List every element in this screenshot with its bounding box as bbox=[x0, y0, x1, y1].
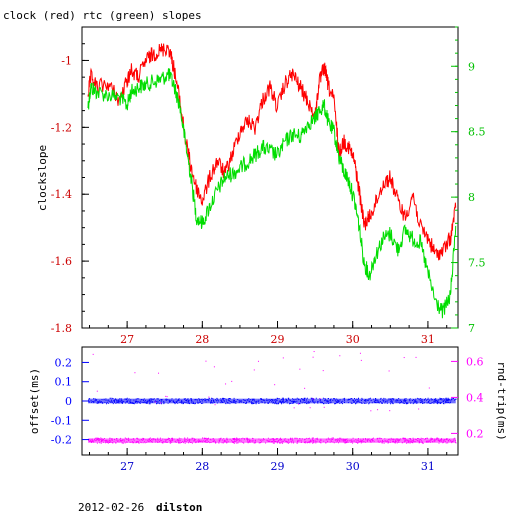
bottom-y-tick-label: 0 bbox=[65, 395, 72, 408]
top-y2-tick-label: 9 bbox=[468, 60, 475, 73]
rnd-trip-outlier bbox=[225, 383, 227, 385]
top-y2-tick-label: 7.5 bbox=[468, 257, 486, 270]
top-x-tick-label: 28 bbox=[195, 333, 209, 346]
offset-points bbox=[88, 397, 457, 405]
top-y2-tick-label: 7 bbox=[468, 322, 475, 335]
rnd-trip-outlier bbox=[322, 370, 324, 372]
top-y-tick-label: -1.6 bbox=[51, 255, 72, 268]
rnd-trip-outlier bbox=[304, 387, 306, 389]
bottom-right-axis: 0.6 0.4 0.2 bbox=[451, 355, 484, 440]
rnd-trip-outlier bbox=[388, 370, 390, 372]
rnd-trip-outlier bbox=[158, 372, 160, 374]
bottom-y-tick-label: -0.2 bbox=[51, 434, 72, 447]
rnd-trip-outlier bbox=[370, 410, 372, 412]
bottom-y-axis-label: offset(ms) bbox=[28, 368, 41, 434]
rnd-trip-outlier bbox=[160, 402, 162, 404]
rnd-trip-outlier bbox=[297, 403, 299, 405]
rnd-trip-outlier bbox=[293, 407, 295, 409]
top-panel: -1-1.2-1.4-1.6-1.8 98.587.57 27 28 29 30 31 … bbox=[36, 26, 486, 346]
bottom-y2-tick-label: 0.6 bbox=[466, 355, 484, 368]
top-y-axis-label: clockslope bbox=[36, 145, 49, 211]
top-y-tick-label: -1.8 bbox=[51, 322, 72, 335]
top-plot-frame bbox=[81, 26, 459, 329]
bottom-left-axis: 0.2 0.1 0 -0.1 -0.2 bbox=[51, 356, 89, 447]
bottom-x-tick-label: 31 bbox=[421, 460, 435, 473]
footer-host: dilston bbox=[156, 501, 202, 512]
offset-band bbox=[88, 398, 456, 404]
rnd-trip-outlier bbox=[428, 387, 430, 389]
rnd-trip-outlier bbox=[403, 357, 405, 359]
rnd-trip-outlier bbox=[415, 356, 417, 358]
rnd-trip-outlier bbox=[214, 404, 216, 406]
top-left-axis: -1 -1.2 -1.4 -1.6 -1.8 bbox=[51, 43, 89, 335]
top-rtc-series bbox=[87, 68, 457, 319]
bottom-roundtrip-series bbox=[88, 351, 457, 444]
rnd-trip-outlier bbox=[166, 396, 168, 398]
bottom-y2-axis-label: rnd-trip(ms) bbox=[495, 361, 508, 440]
rtc-line bbox=[87, 68, 457, 319]
bottom-y2-tick-label: 0.2 bbox=[466, 427, 484, 440]
rnd-trip-outlier bbox=[360, 359, 362, 361]
top-x-tick-label: 30 bbox=[346, 333, 360, 346]
rnd-trip-outlier bbox=[389, 410, 391, 412]
rnd-trip-outlier bbox=[319, 398, 321, 400]
rnd-trip-outlier bbox=[418, 408, 420, 410]
rnd-trip-outlier bbox=[274, 384, 276, 386]
rnd-trip-outlier bbox=[313, 351, 315, 353]
bottom-x-tick-label: 28 bbox=[195, 460, 209, 473]
rnd-trip-outlier bbox=[377, 409, 379, 411]
rnd-trip-outlier bbox=[312, 398, 314, 400]
rnd-trip-outlier bbox=[339, 355, 341, 357]
rnd-trip-outlier bbox=[205, 360, 207, 362]
top-x-tick-label: 27 bbox=[120, 333, 134, 346]
top-right-axis: 9 8.5 8 7.5 7 bbox=[451, 26, 486, 335]
rnd-trip-outlier bbox=[92, 353, 94, 355]
chart-title: clock (red) rtc (green) slopes bbox=[3, 9, 202, 22]
rnd-trip-outlier bbox=[253, 369, 255, 371]
rnd-trip-outlier bbox=[213, 366, 215, 368]
bottom-offset-series bbox=[88, 397, 457, 405]
rnd-trip-outlier bbox=[309, 407, 311, 409]
bottom-y-tick-label: -0.1 bbox=[51, 414, 72, 427]
rnd-trip-outlier bbox=[208, 396, 210, 398]
rnd-trip-outlier bbox=[257, 360, 259, 362]
rnd-trip-points bbox=[88, 437, 457, 444]
rnd-trip-outlier bbox=[323, 406, 325, 408]
bottom-y-tick-label: 0.1 bbox=[55, 376, 73, 389]
rnd-trip-outlier bbox=[359, 352, 361, 354]
bottom-x-axis: 27 28 29 30 31 bbox=[89, 448, 448, 473]
top-y-tick-label: -1 bbox=[61, 54, 72, 67]
rnd-trip-outlier bbox=[134, 372, 136, 374]
top-y-tick-label: -1.2 bbox=[51, 121, 72, 134]
top-x-tick-label: 29 bbox=[271, 333, 285, 346]
bottom-x-tick-label: 27 bbox=[120, 460, 134, 473]
rnd-trip-outlier bbox=[165, 395, 167, 397]
top-y2-tick-label: 8.5 bbox=[468, 126, 486, 139]
bottom-x-tick-label: 30 bbox=[346, 460, 360, 473]
bottom-x-tick-label: 29 bbox=[271, 460, 285, 473]
bottom-panel: 0.2 0.1 0 -0.1 -0.2 0.6 0.4 0.2 27 28 29 30 31 off… bbox=[28, 346, 508, 473]
rnd-trip-outlier bbox=[154, 401, 156, 403]
footer-date: 2012-02-26 bbox=[78, 501, 144, 512]
rnd-trip-outlier bbox=[312, 356, 314, 358]
top-y-tick-label: -1.4 bbox=[51, 188, 72, 201]
rnd-trip-outlier bbox=[282, 357, 284, 359]
rnd-trip-outlier bbox=[96, 390, 98, 392]
rnd-trip-outlier bbox=[299, 368, 301, 370]
bottom-y-tick-label: 0.2 bbox=[55, 356, 73, 369]
top-y2-tick-label: 8 bbox=[468, 191, 475, 204]
top-x-tick-label: 31 bbox=[421, 333, 435, 346]
rnd-trip-band bbox=[88, 438, 456, 443]
bottom-y2-tick-label: 0.4 bbox=[466, 391, 484, 404]
top-x-axis: 27 28 29 30 31 bbox=[89, 321, 448, 346]
rnd-trip-outlier bbox=[231, 380, 233, 382]
top-clock-series bbox=[87, 43, 457, 261]
clock-line bbox=[87, 43, 457, 261]
